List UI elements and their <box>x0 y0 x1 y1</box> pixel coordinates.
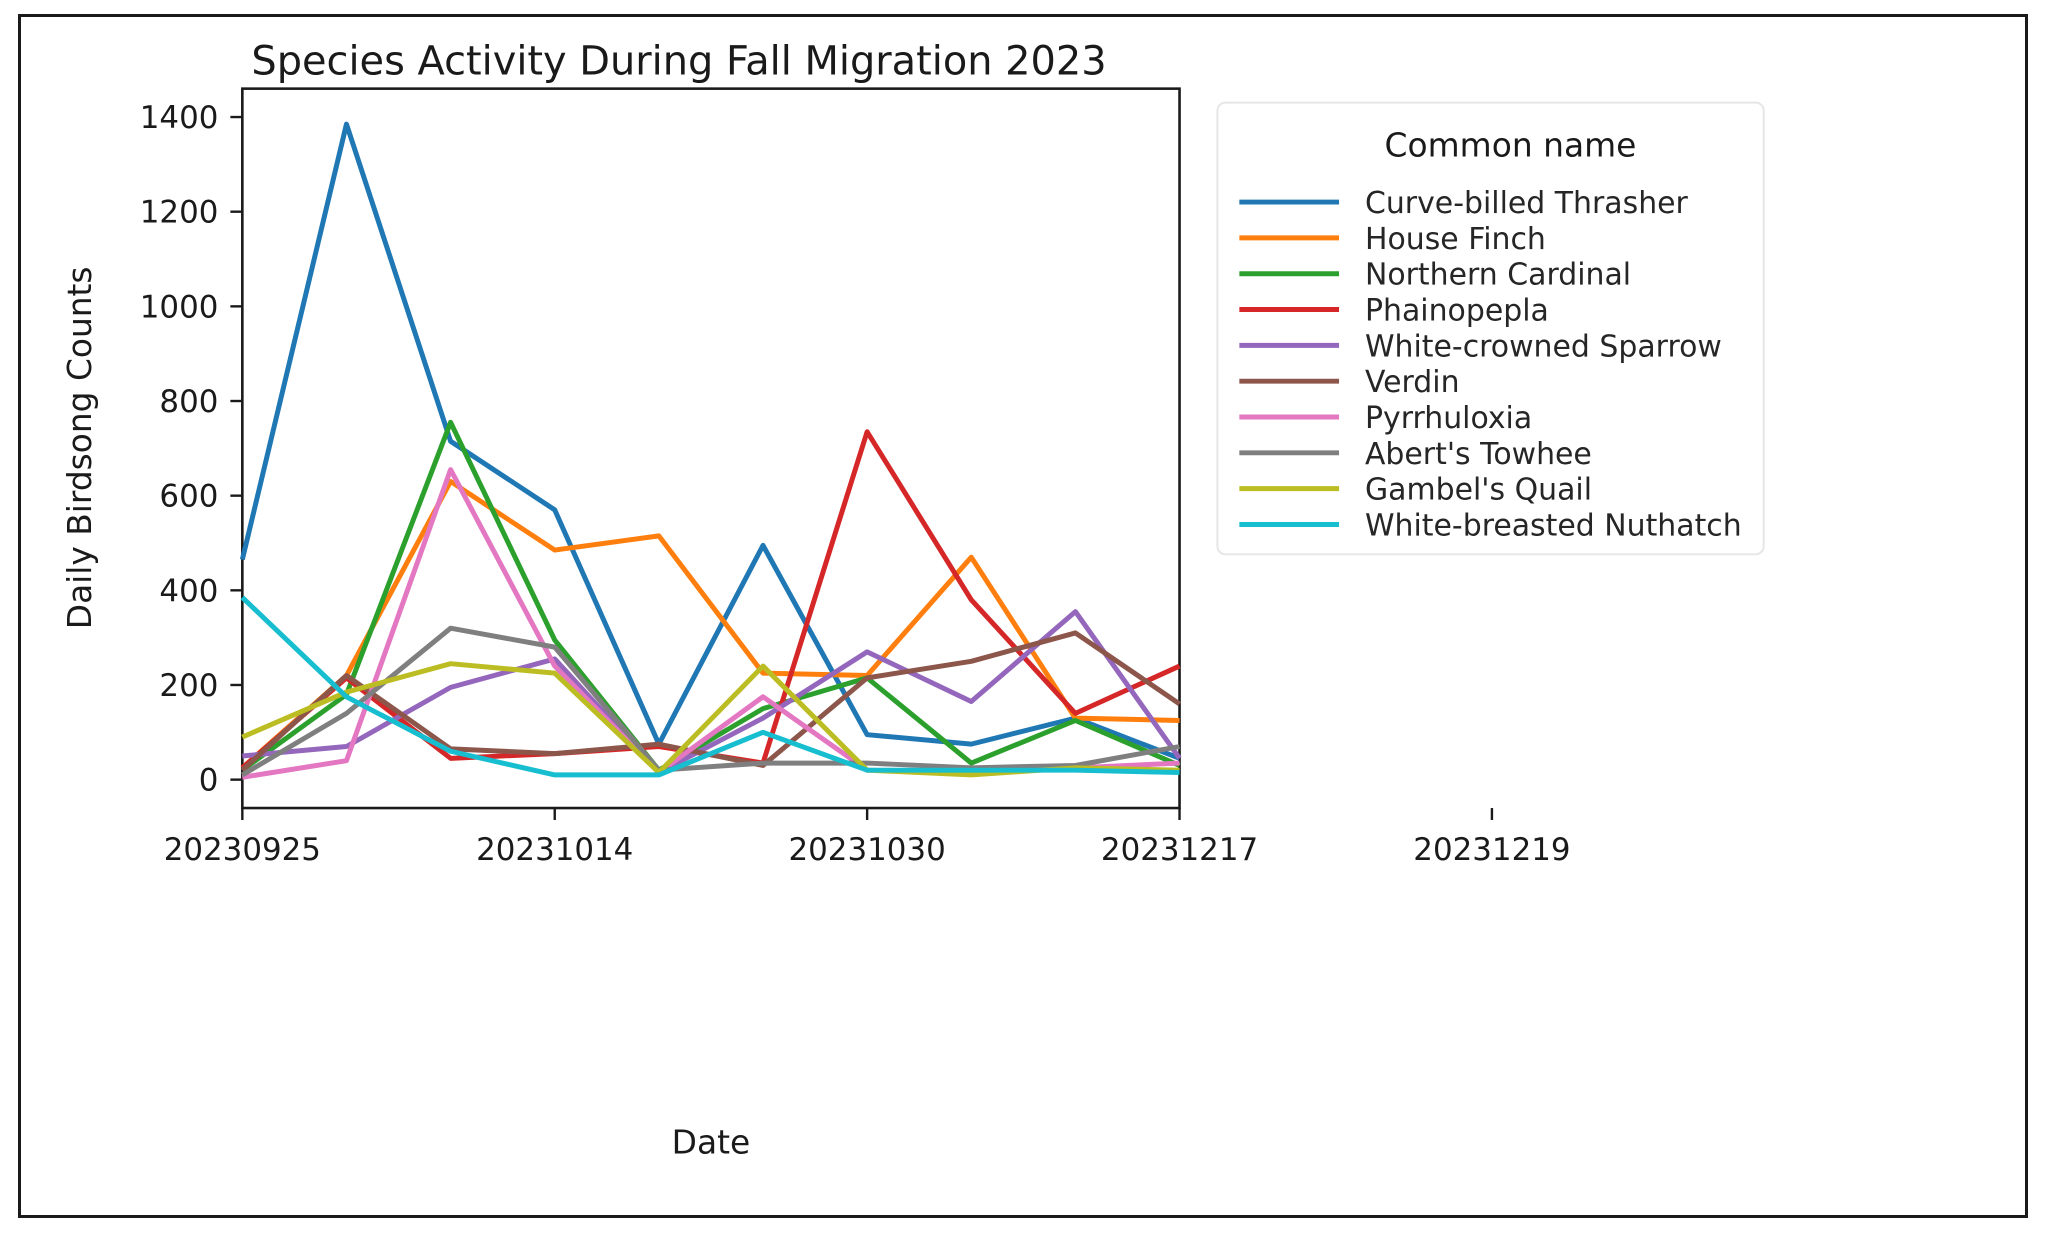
legend-item-abert-s-towhee[interactable]: Abert's Towhee <box>1239 437 1592 472</box>
legend-label-gambel-s-quail: Gambel's Quail <box>1365 473 1592 508</box>
legend-label-verdin: Verdin <box>1365 365 1460 400</box>
x-tick-label: 20231014 <box>476 832 633 868</box>
x-tick-label: 20231219 <box>1413 832 1570 868</box>
legend-item-gambel-s-quail[interactable]: Gambel's Quail <box>1239 473 1592 508</box>
plot-frame <box>241 87 1181 810</box>
legend-item-white-breasted-nuthatch[interactable]: White-breasted Nuthatch <box>1239 508 1742 543</box>
x-axis-ticks: 20230925 20231014 20231030 20231217 20231219 <box>164 808 1571 868</box>
legend-label-white-breasted-nuthatch: White-breasted Nuthatch <box>1365 508 1742 543</box>
axes-spines <box>241 87 1181 810</box>
series-line-abert-s-towhee <box>241 625 1180 778</box>
y-tick-label: 600 <box>159 479 218 515</box>
y-tick-label: 800 <box>159 384 218 420</box>
legend-label-curve-billed-thrasher: Curve-billed Thrasher <box>1365 186 1689 221</box>
series-line-pyrrhuloxia <box>241 467 1180 780</box>
series-line-house-finch <box>240 478 1180 770</box>
series-line-gambel-s-quail <box>241 661 1180 778</box>
series-line-curve-billed-thrasher <box>239 121 1181 761</box>
legend-label-pyrrhuloxia: Pyrrhuloxia <box>1365 401 1532 436</box>
x-axis-label: Date <box>672 1122 751 1161</box>
legend-label-house-finch: House Finch <box>1365 222 1546 257</box>
x-tick-label: 20230925 <box>164 832 321 868</box>
x-tick-label: 20231217 <box>1101 832 1258 868</box>
x-tick-label: 20231030 <box>789 832 946 868</box>
y-axis-ticks: 0 200 400 600 800 1000 1200 1400 <box>140 100 243 799</box>
legend-background <box>1216 101 1765 556</box>
y-axis-label: Daily Birdsong Counts <box>60 266 99 629</box>
series-lines <box>239 121 1182 780</box>
y-tick-label: 0 <box>199 763 219 799</box>
legend-item-northern-cardinal[interactable]: Northern Cardinal <box>1239 258 1631 293</box>
y-tick-label: 1200 <box>140 195 219 231</box>
legend-label-abert-s-towhee: Abert's Towhee <box>1365 437 1592 472</box>
legend-label-phainopepla: Phainopepla <box>1365 294 1549 329</box>
y-tick-label: 1400 <box>140 100 219 136</box>
legend-title: Common name <box>1385 125 1637 164</box>
chart-title: Species Activity During Fall Migration 2… <box>251 39 1106 85</box>
legend-item-house-finch[interactable]: House Finch <box>1239 222 1546 257</box>
legend-item-white-crowned-sparrow[interactable]: White-crowned Sparrow <box>1239 329 1722 364</box>
legend-item-curve-billed-thrasher[interactable]: Curve-billed Thrasher <box>1239 186 1689 221</box>
legend-label-white-crowned-sparrow: White-crowned Sparrow <box>1365 329 1722 364</box>
legend-item-phainopepla[interactable]: Phainopepla <box>1239 294 1549 329</box>
y-tick-label: 200 <box>159 668 218 704</box>
legend-item-verdin[interactable]: Verdin <box>1239 365 1460 400</box>
legend-label-northern-cardinal: Northern Cardinal <box>1365 258 1631 293</box>
figure-panel: Species Activity During Fall Migration 2… <box>18 14 2028 1218</box>
series-line-northern-cardinal <box>240 419 1181 773</box>
series-line-white-crowned-sparrow <box>242 609 1182 776</box>
y-tick-label: 1000 <box>140 289 219 325</box>
series-line-white-breasted-nuthatch <box>240 595 1180 778</box>
y-tick-label: 400 <box>159 573 218 609</box>
line-chart: Species Activity During Fall Migration 2… <box>60 39 1765 1161</box>
legend-item-pyrrhuloxia[interactable]: Pyrrhuloxia <box>1239 401 1532 436</box>
